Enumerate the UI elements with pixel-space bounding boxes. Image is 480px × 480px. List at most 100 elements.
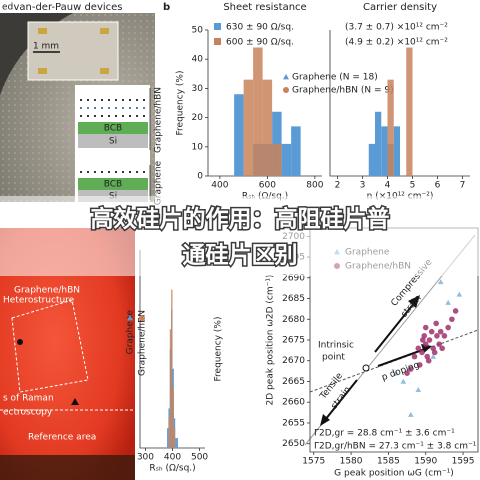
- triangle-marker: [415, 386, 422, 393]
- arrows: [324, 301, 426, 421]
- layer-label: Si: [109, 137, 117, 147]
- circle-marker: [433, 320, 439, 327]
- banner-band: [0, 196, 480, 276]
- side-label: Graphene/hBN: [154, 87, 164, 153]
- triangle-marker: [393, 370, 399, 376]
- circle-marker: [431, 349, 438, 356]
- y-tick-label: 2665: [282, 377, 305, 387]
- annotation: Γ2D,gr = 28.8 cm⁻¹ ± 3.6 cm⁻¹: [314, 429, 455, 439]
- map-label: Heterostructure: [3, 296, 75, 306]
- panel-title: van-der-Pauw devices: [13, 2, 122, 13]
- x-tick-label: 300: [137, 453, 154, 463]
- map-label: ectroscopy: [3, 408, 53, 418]
- histogram-bar: [243, 79, 254, 176]
- x-tick-label: 7: [460, 181, 466, 191]
- histogram-bar: [375, 111, 382, 176]
- x-tick-label: 1575: [302, 457, 325, 467]
- legend-label: 630 ± 90 Ω/sq.: [226, 23, 294, 33]
- chart-title: Carrier density: [363, 2, 437, 13]
- circle-marker: [445, 324, 451, 331]
- banner-text: 高效硅片的作用：高阻硅片普: [91, 206, 390, 233]
- x-tick-label: 2: [335, 181, 341, 191]
- triangle-marker: [430, 353, 436, 359]
- si-layer: [78, 134, 148, 148]
- x-tick-label: 400: [164, 453, 181, 463]
- arrow-head: [320, 414, 330, 426]
- circle-marker: [441, 333, 448, 339]
- legend-label: Graphene/hBN (N = 9): [292, 86, 394, 96]
- intrinsic-point: [362, 364, 370, 372]
- side-label: Graphene: [154, 160, 164, 205]
- x-tick-label: 1580: [340, 457, 363, 467]
- histogram-bar: [272, 143, 282, 176]
- circle-marker: [428, 328, 435, 335]
- x-tick-label: 1585: [377, 457, 400, 467]
- panel-label: b: [163, 2, 170, 13]
- y-tick-label: 2685: [282, 294, 305, 304]
- circle-marker: [415, 345, 422, 352]
- y-axis-label: 2D peak position ω2D (cm⁻¹): [266, 274, 276, 405]
- circle-marker: [439, 345, 445, 352]
- circle-marker: [449, 316, 455, 323]
- legend-swatch: [214, 23, 221, 30]
- circle-marker: [411, 353, 418, 360]
- x-tick-label: 1590: [414, 457, 437, 467]
- chart-title: Sheet resistance: [223, 2, 306, 13]
- map-label: Reference area: [28, 433, 96, 443]
- histogram-bar: [176, 438, 178, 448]
- y-tick-label: 2650: [282, 439, 305, 449]
- annotation: Intrinsic: [318, 341, 354, 351]
- x-tick-label: 600: [259, 181, 276, 191]
- histogram-bar: [175, 438, 177, 448]
- triangle-marker: [445, 299, 451, 305]
- y-tick-label: 2670: [282, 356, 305, 366]
- panel-label: ed: [2, 3, 13, 13]
- histogram-bar: [393, 126, 400, 176]
- x-tick-label: 6: [435, 181, 441, 191]
- label-strip: [0, 0, 160, 13]
- bcb-layer: [78, 122, 148, 134]
- legend-label: (3.7 ± 0.7) ×10¹² cm⁻²: [345, 23, 448, 33]
- layer-label: BCB: [104, 180, 122, 190]
- map-label: s of Raman: [3, 394, 54, 404]
- y-tick-label: 2680: [282, 315, 305, 325]
- x-axis-label: G peak position ωG (cm⁻¹): [334, 469, 454, 479]
- circle-marker: [437, 328, 444, 335]
- circle-marker: [419, 337, 426, 343]
- x-tick-label: 5: [410, 181, 416, 191]
- histogram-bar: [381, 126, 388, 176]
- circle-marker: [283, 87, 289, 93]
- x-tick-label: 4: [385, 181, 391, 191]
- histogram-bar: [171, 289, 173, 448]
- triangle-marker: [283, 74, 289, 80]
- circle-marker: [425, 357, 432, 364]
- triangle-marker: [437, 279, 444, 285]
- triangle-marker: [400, 378, 407, 384]
- x-tick-label: 400: [211, 181, 228, 191]
- x-tick-label: 1595: [452, 457, 475, 467]
- y-tick-label: 2655: [282, 418, 305, 428]
- scale-label: 1 mm: [33, 42, 59, 52]
- pad: [38, 28, 47, 34]
- circle-marker: [419, 349, 425, 356]
- y-tick-label: 2690: [282, 273, 305, 283]
- triangle-marker: [408, 411, 414, 417]
- histogram-bar: [368, 143, 375, 176]
- annotation: Γ2D,gr/hBN = 27.3 cm⁻¹ ± 3.8 cm⁻¹: [314, 442, 477, 452]
- y-tick-label: 40: [192, 55, 204, 65]
- triangle-marker: [456, 291, 463, 297]
- legend-label: 600 ± 90 Ω/sq.: [226, 38, 294, 48]
- triangle-marker: [127, 315, 133, 321]
- circle-marker: [426, 337, 433, 343]
- arrow-head: [408, 295, 420, 308]
- banner-text: 通硅片区别: [183, 243, 298, 269]
- x-tick-label: 800: [306, 181, 323, 191]
- circle-marker: [404, 370, 410, 376]
- histogram-bar: [234, 94, 244, 176]
- histogram-bar: [262, 79, 273, 176]
- raman-point: [71, 398, 79, 405]
- axis-frame: [329, 30, 470, 177]
- legend-label: Graphene (N = 18): [292, 73, 378, 83]
- raman-point: [17, 339, 23, 345]
